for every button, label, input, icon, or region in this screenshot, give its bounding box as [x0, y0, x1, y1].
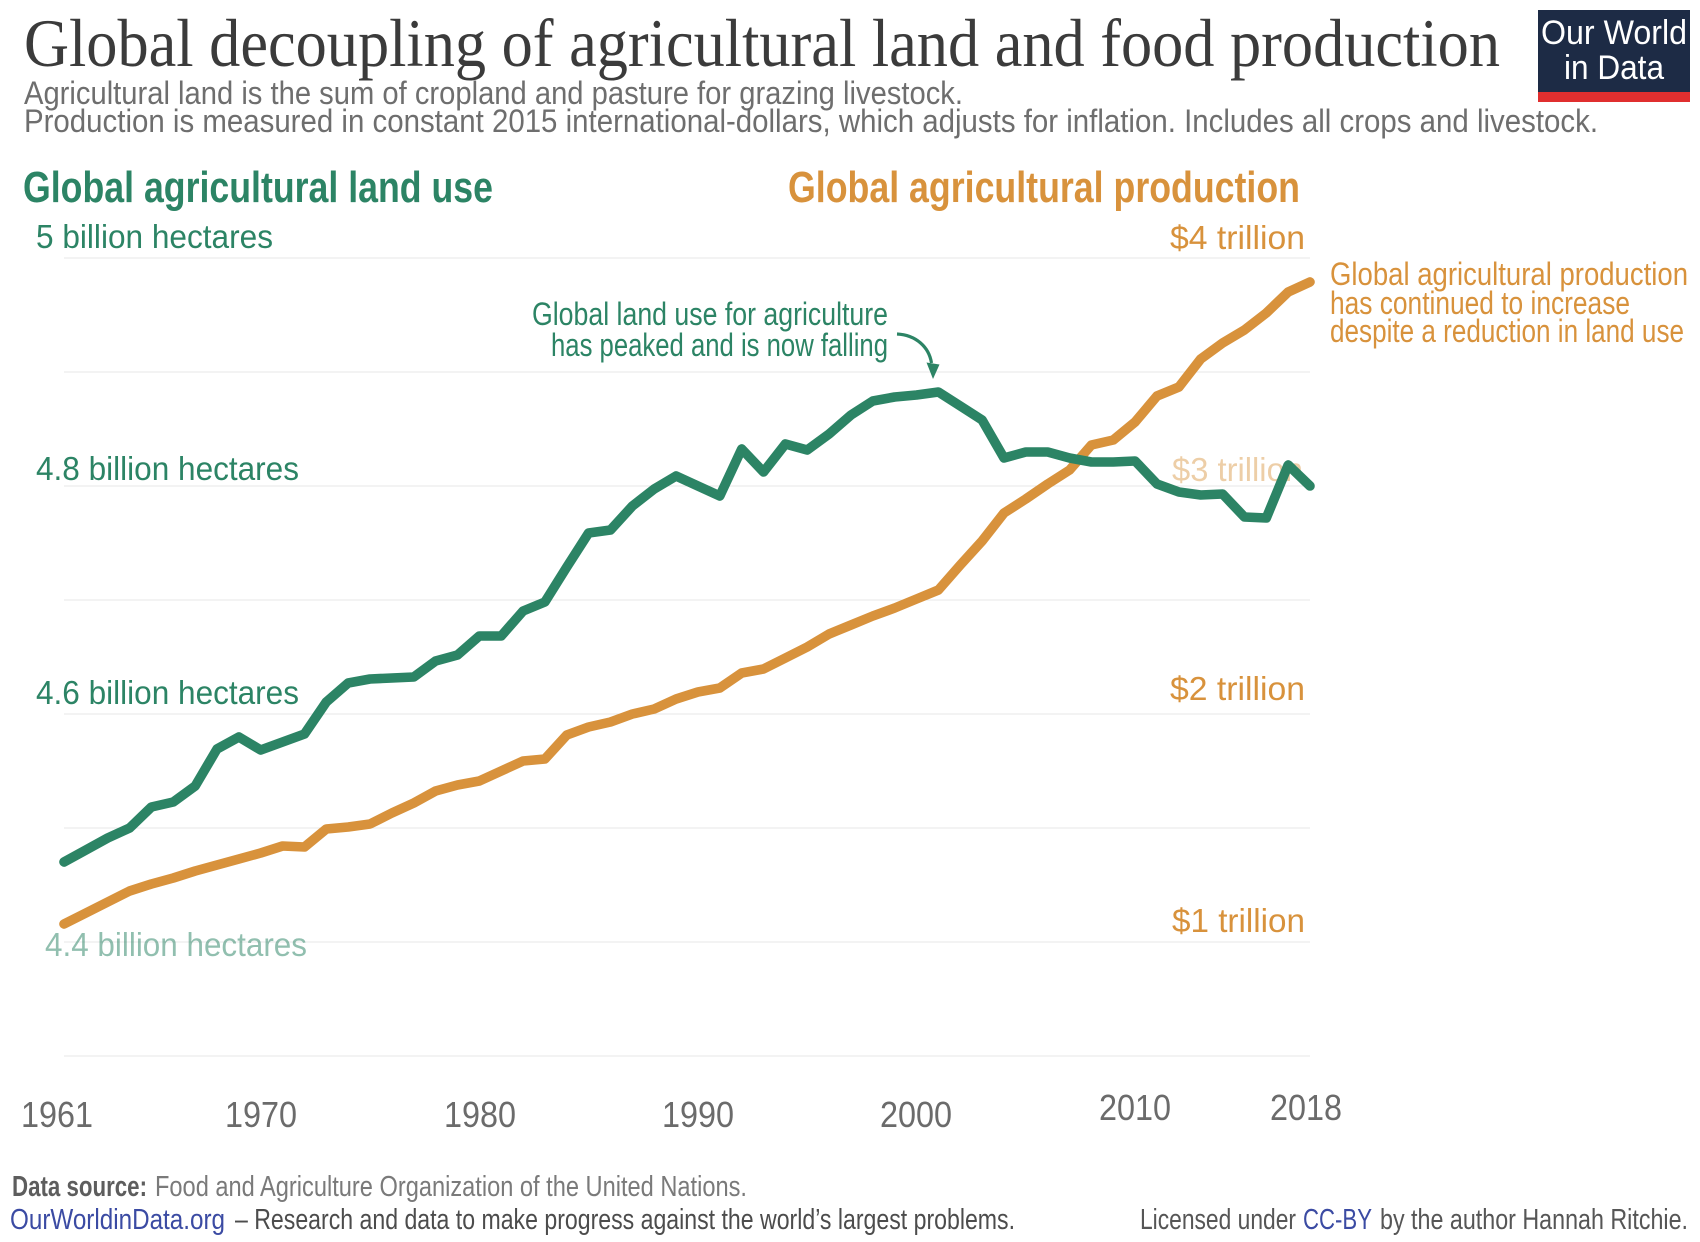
svg-text:Global agricultural production: Global agricultural production — [788, 163, 1300, 212]
svg-text:1990: 1990 — [662, 1094, 734, 1135]
svg-text:Food and Agriculture Organizat: Food and Agriculture Organization of the… — [155, 1171, 747, 1203]
svg-text:$4 trillion: $4 trillion — [1170, 219, 1305, 256]
svg-text:in Data: in Data — [1564, 49, 1664, 87]
svg-text:1980: 1980 — [444, 1094, 516, 1135]
svg-text:Licensed under: Licensed under — [1140, 1204, 1296, 1236]
svg-text:Global land use for agricultur: Global land use for agriculture — [532, 296, 888, 332]
svg-text:1970: 1970 — [225, 1094, 297, 1135]
svg-text:2010: 2010 — [1099, 1087, 1171, 1128]
svg-text:Global decoupling of agricultu: Global decoupling of agricultural land a… — [24, 5, 1500, 81]
svg-text:4.4 billion hectares: 4.4 billion hectares — [45, 926, 307, 963]
svg-text:has peaked and is now falling: has peaked and is now falling — [551, 327, 888, 363]
svg-text:2000: 2000 — [880, 1094, 952, 1135]
svg-text:4.8 billion hectares: 4.8 billion hectares — [36, 450, 299, 487]
svg-text:1961: 1961 — [21, 1094, 93, 1135]
svg-text:– Research and data to make pr: – Research and data to make progress aga… — [235, 1204, 1015, 1236]
svg-text:OurWorldinData.org: OurWorldinData.org — [10, 1204, 225, 1236]
svg-text:2018: 2018 — [1270, 1087, 1342, 1128]
svg-text:Global agricultural production: Global agricultural production — [1330, 256, 1688, 292]
svg-text:Agricultural land is the sum o: Agricultural land is the sum of cropland… — [24, 75, 963, 111]
svg-text:$2 trillion: $2 trillion — [1170, 670, 1305, 707]
svg-text:Our World: Our World — [1541, 14, 1687, 52]
svg-text:5 billion hectares: 5 billion hectares — [36, 218, 273, 255]
svg-text:4.6 billion hectares: 4.6 billion hectares — [36, 674, 299, 711]
svg-text:Data source:: Data source: — [12, 1171, 147, 1203]
svg-text:$1 trillion: $1 trillion — [1172, 902, 1305, 939]
svg-text:despite a reduction in land us: despite a reduction in land use — [1330, 313, 1684, 349]
svg-text:Global agricultural land use: Global agricultural land use — [23, 163, 493, 212]
svg-text:has continued to increase: has continued to increase — [1330, 285, 1630, 321]
svg-text:CC-BY: CC-BY — [1303, 1204, 1372, 1236]
svg-text:by the author Hannah Ritchie.: by the author Hannah Ritchie. — [1380, 1204, 1688, 1236]
svg-text:Production is measured in cons: Production is measured in constant 2015 … — [24, 103, 1598, 139]
